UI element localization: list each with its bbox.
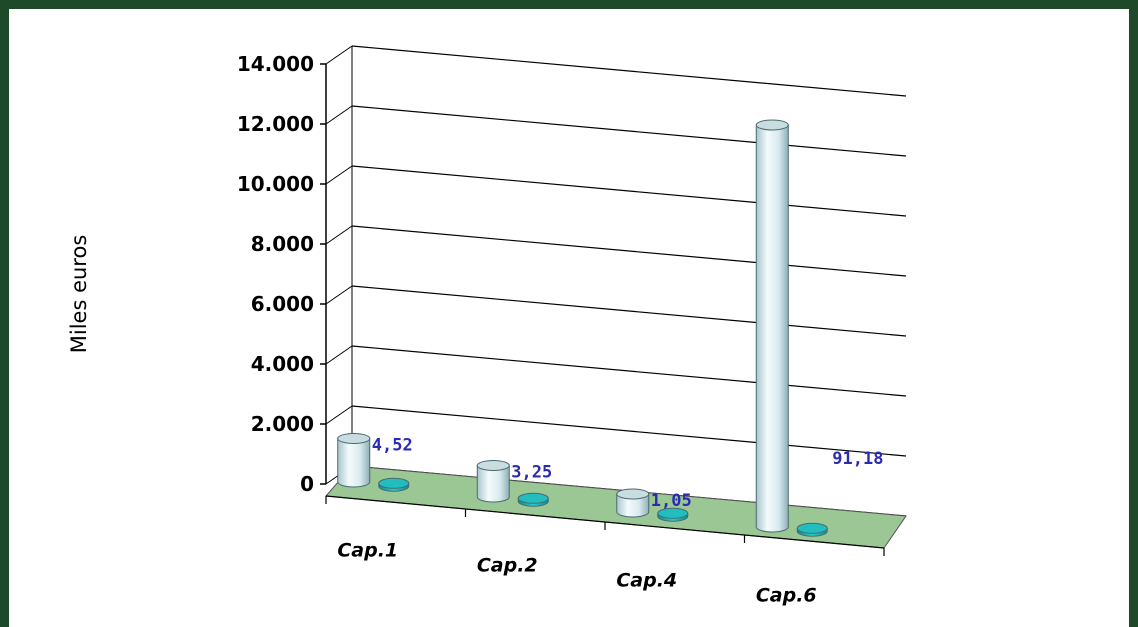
gridline-connector xyxy=(325,405,353,425)
cylinder-top xyxy=(337,432,371,444)
x-tick-label: Cap.1 xyxy=(337,540,398,562)
bar-Cap.4-secondary xyxy=(657,507,689,522)
y-axis-title: Miles euros xyxy=(67,235,91,354)
y-tick-label: 10.000 xyxy=(237,172,314,196)
cylinder-top xyxy=(616,488,650,500)
bars xyxy=(337,119,828,537)
cylinder-body xyxy=(337,437,371,488)
bar-Cap.2-secondary xyxy=(517,492,549,507)
bar-Cap.6-secondary xyxy=(796,522,828,537)
gridline-connector xyxy=(325,45,353,65)
y-tick-label: 2.000 xyxy=(251,412,314,436)
y-tick-label: 12.000 xyxy=(237,112,314,136)
y-tick-label: 0 xyxy=(300,472,314,496)
bar-Cap.2-primary xyxy=(476,459,510,503)
gridline-connector xyxy=(325,105,353,125)
data-label: 3,25 xyxy=(511,462,552,482)
data-label: 1,05 xyxy=(651,491,692,511)
gridline-connector xyxy=(325,165,353,185)
gridline xyxy=(351,285,907,337)
bar-Cap.1-secondary xyxy=(378,477,410,492)
gridline-connector xyxy=(325,345,353,365)
cylinder-top xyxy=(378,477,410,489)
cylinder-body xyxy=(755,124,789,533)
y-tick-label: 14.000 xyxy=(237,52,314,76)
data-label: 4,52 xyxy=(372,435,413,455)
y-tick-label: 6.000 xyxy=(251,292,314,316)
value-axis: 0 2.000 4.000 6.000 8.000 10.000 12.000 14.000 xyxy=(237,52,327,496)
gridline xyxy=(351,105,907,157)
bar-chart-3d: 02.0004.0006.0008.00010.00012.00014.000 … xyxy=(67,45,907,607)
gridline xyxy=(351,45,907,97)
gridline xyxy=(351,405,907,457)
x-tick-label: Cap.4 xyxy=(616,570,677,592)
bar-Cap.1-primary xyxy=(337,432,371,488)
category-axis: Cap.1 Cap.2 Cap.4 Cap.6 xyxy=(325,495,885,607)
cylinder-top xyxy=(755,119,789,131)
gridline xyxy=(351,345,907,397)
data-label: 91,18 xyxy=(832,449,883,469)
gridline-connector xyxy=(325,225,353,245)
y-tick-label: 4.000 xyxy=(251,352,314,376)
cylinder-top xyxy=(657,507,689,519)
y-tick-label: 8.000 xyxy=(251,232,314,256)
x-tick-label: Cap.6 xyxy=(756,585,817,607)
x-tick-label: Cap.2 xyxy=(477,555,538,577)
gridline xyxy=(351,225,907,277)
cylinder-top xyxy=(517,492,549,504)
cylinder-top xyxy=(476,459,510,471)
bar-Cap.6-primary xyxy=(755,119,789,533)
bar-Cap.4-primary xyxy=(616,488,650,518)
gridline xyxy=(351,165,907,217)
gridline-connector xyxy=(325,285,353,305)
cylinder-top xyxy=(796,522,828,534)
cylinder-body xyxy=(476,464,510,503)
data-labels: 4,52 3,25 1,05 91,18 xyxy=(372,435,884,511)
cylinder-body xyxy=(616,493,650,518)
gridlines xyxy=(325,45,907,517)
